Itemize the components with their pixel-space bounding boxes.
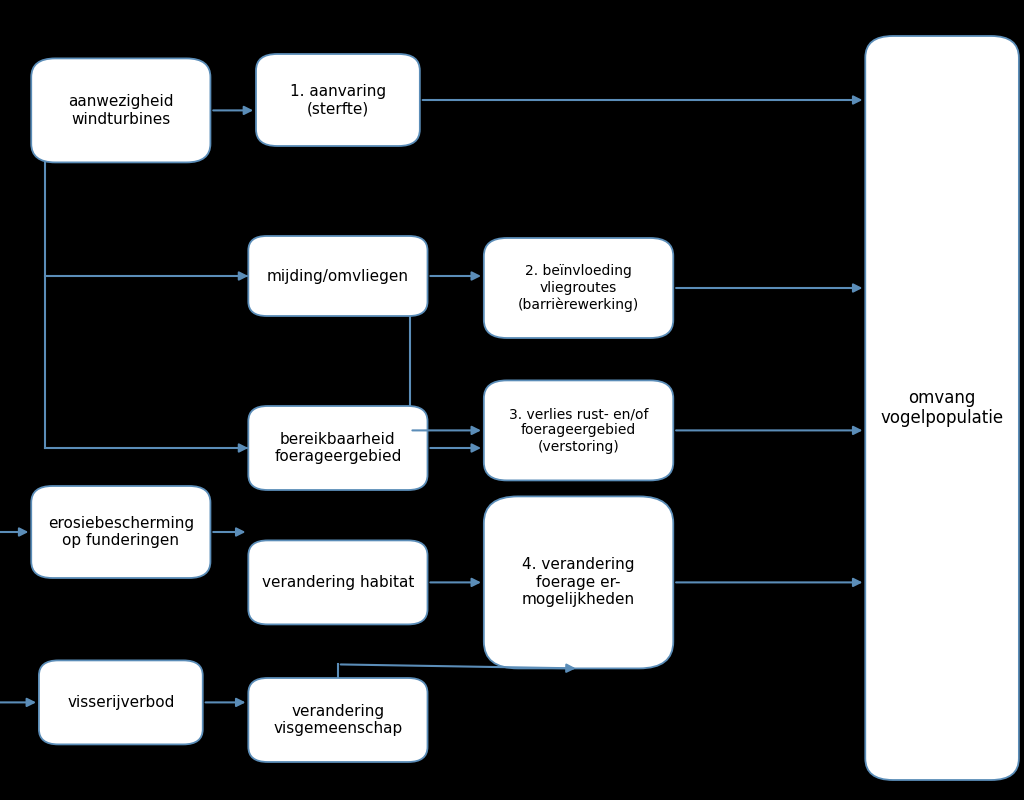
Text: 3. verlies rust- en/of
foerageergebied
(verstoring): 3. verlies rust- en/of foerageergebied (…	[509, 407, 648, 454]
Text: omvang
vogelpopulatie: omvang vogelpopulatie	[881, 389, 1004, 427]
FancyBboxPatch shape	[249, 541, 428, 624]
FancyBboxPatch shape	[256, 54, 420, 146]
FancyBboxPatch shape	[31, 58, 211, 162]
Text: bereikbaarheid
foerageergebied: bereikbaarheid foerageergebied	[274, 432, 401, 464]
FancyBboxPatch shape	[483, 238, 674, 338]
FancyBboxPatch shape	[249, 236, 428, 316]
Text: verandering
visgemeenschap: verandering visgemeenschap	[273, 704, 402, 736]
Text: visserijverbod: visserijverbod	[68, 695, 174, 710]
Text: verandering habitat: verandering habitat	[262, 575, 414, 590]
Text: erosiebescherming
op funderingen: erosiebescherming op funderingen	[48, 516, 194, 548]
FancyBboxPatch shape	[249, 678, 428, 762]
FancyBboxPatch shape	[31, 486, 211, 578]
FancyBboxPatch shape	[483, 496, 674, 668]
FancyBboxPatch shape	[249, 406, 428, 490]
Text: 1. aanvaring
(sterfte): 1. aanvaring (sterfte)	[290, 84, 386, 116]
Text: 4. verandering
foerage er-
mogelijkheden: 4. verandering foerage er- mogelijkheden	[522, 558, 635, 607]
Text: 2. beïnvloeding
vliegroutes
(barrièrewerking): 2. beïnvloeding vliegroutes (barrièrewer…	[518, 265, 639, 311]
FancyBboxPatch shape	[483, 381, 674, 480]
Text: mijding/omvliegen: mijding/omvliegen	[267, 269, 409, 283]
FancyBboxPatch shape	[39, 661, 203, 744]
Text: aanwezigheid
windturbines: aanwezigheid windturbines	[68, 94, 174, 126]
FancyBboxPatch shape	[865, 36, 1019, 780]
